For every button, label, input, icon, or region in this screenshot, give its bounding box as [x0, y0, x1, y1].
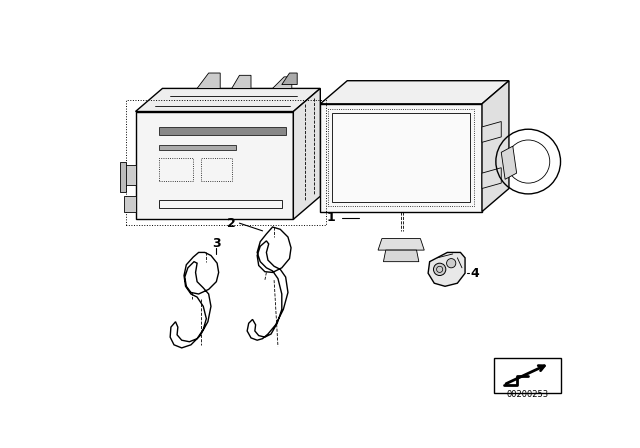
- Polygon shape: [308, 154, 320, 173]
- Polygon shape: [501, 146, 516, 179]
- Polygon shape: [304, 148, 308, 178]
- Polygon shape: [482, 81, 509, 211]
- Text: 4: 4: [470, 267, 479, 280]
- Polygon shape: [247, 227, 291, 340]
- Polygon shape: [320, 104, 482, 211]
- Text: 00200253: 00200253: [506, 390, 548, 399]
- Text: 2: 2: [227, 217, 236, 230]
- Bar: [494, 358, 561, 392]
- Polygon shape: [482, 168, 501, 189]
- Polygon shape: [273, 77, 292, 88]
- Circle shape: [433, 263, 446, 276]
- Polygon shape: [378, 238, 424, 250]
- Polygon shape: [170, 252, 219, 348]
- Text: 1: 1: [327, 211, 336, 224]
- Circle shape: [447, 258, 456, 268]
- Polygon shape: [136, 112, 293, 220]
- Polygon shape: [124, 196, 136, 211]
- Polygon shape: [136, 88, 320, 112]
- Polygon shape: [383, 250, 419, 262]
- Polygon shape: [159, 127, 285, 134]
- Polygon shape: [120, 162, 126, 192]
- Polygon shape: [320, 81, 509, 104]
- Polygon shape: [232, 75, 251, 88]
- Polygon shape: [159, 145, 236, 150]
- Text: 3: 3: [212, 237, 221, 250]
- Polygon shape: [428, 252, 465, 286]
- Polygon shape: [197, 73, 220, 88]
- Polygon shape: [482, 121, 501, 142]
- Polygon shape: [282, 73, 297, 85]
- Polygon shape: [293, 88, 320, 220]
- Polygon shape: [124, 165, 136, 185]
- Polygon shape: [332, 113, 470, 202]
